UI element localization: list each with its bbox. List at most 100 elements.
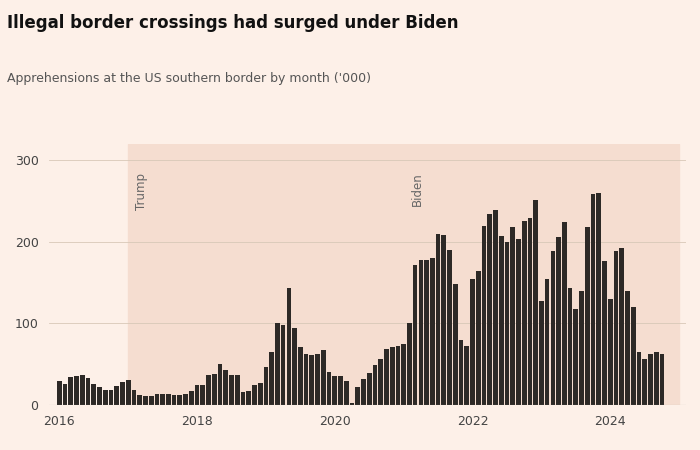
Bar — [321, 351, 326, 405]
Bar — [264, 367, 268, 405]
Bar — [315, 355, 320, 405]
Bar — [556, 237, 561, 405]
Bar — [453, 284, 458, 405]
Bar — [218, 364, 223, 405]
Bar — [573, 309, 578, 405]
Bar — [57, 381, 62, 405]
Bar — [361, 379, 366, 405]
Bar — [275, 324, 280, 405]
Bar — [155, 394, 159, 405]
Bar — [281, 325, 286, 405]
Bar — [401, 344, 406, 405]
Bar — [69, 377, 74, 405]
Bar — [286, 288, 291, 405]
Bar — [241, 392, 245, 405]
Bar — [356, 387, 360, 405]
Bar — [585, 227, 589, 405]
Bar — [568, 288, 573, 405]
Bar — [229, 375, 234, 405]
Bar — [126, 380, 130, 405]
Bar — [591, 194, 596, 405]
Bar — [447, 250, 452, 405]
Bar — [246, 391, 251, 405]
Bar — [258, 383, 262, 405]
Bar — [172, 395, 176, 405]
Bar — [293, 328, 297, 405]
Bar — [654, 352, 659, 405]
Bar — [522, 221, 526, 405]
Bar — [309, 355, 314, 405]
Bar — [298, 347, 302, 405]
Bar — [464, 346, 469, 405]
Bar — [631, 307, 636, 405]
Bar — [550, 251, 555, 405]
Bar — [487, 214, 492, 405]
Bar — [183, 394, 188, 405]
Bar — [395, 346, 400, 405]
Bar — [166, 394, 171, 405]
Bar — [143, 396, 148, 405]
Bar — [63, 384, 67, 405]
Bar — [636, 352, 641, 405]
Bar — [223, 370, 228, 405]
Bar — [625, 291, 630, 405]
Bar — [458, 340, 463, 405]
Bar — [596, 193, 601, 405]
Bar — [350, 403, 354, 405]
Bar — [602, 261, 607, 405]
Bar — [252, 385, 257, 405]
Bar — [189, 391, 194, 405]
Bar — [327, 373, 331, 405]
Bar — [338, 377, 343, 405]
Bar — [404, 144, 679, 405]
Bar — [270, 352, 274, 405]
Bar — [304, 355, 309, 405]
Text: Illegal border crossings had surged under Biden: Illegal border crossings had surged unde… — [7, 14, 458, 32]
Bar — [648, 355, 653, 405]
Text: Apprehensions at the US southern border by month ('000): Apprehensions at the US southern border … — [7, 72, 371, 85]
Bar — [510, 227, 515, 405]
Bar — [367, 373, 372, 405]
Bar — [114, 386, 119, 405]
Bar — [235, 375, 239, 405]
Bar — [80, 375, 85, 405]
Bar — [103, 390, 108, 405]
Bar — [378, 359, 383, 405]
Bar — [562, 222, 567, 405]
Bar — [85, 378, 90, 405]
Bar — [505, 242, 510, 405]
Bar — [435, 234, 440, 405]
Bar — [137, 395, 142, 405]
Bar — [407, 324, 412, 405]
Bar — [516, 239, 521, 405]
Bar — [149, 396, 153, 405]
Bar — [533, 200, 538, 405]
Bar — [470, 279, 475, 405]
Bar — [493, 210, 498, 405]
Bar — [476, 271, 481, 405]
Text: Trump: Trump — [135, 172, 148, 210]
Bar — [390, 347, 395, 405]
Bar — [643, 359, 647, 405]
Bar — [92, 384, 96, 405]
Bar — [132, 390, 136, 405]
Bar — [206, 375, 211, 405]
Bar — [430, 258, 435, 405]
Bar — [332, 377, 337, 405]
Bar — [195, 385, 200, 405]
Bar — [614, 251, 618, 405]
Bar — [97, 387, 102, 405]
Bar — [482, 225, 486, 405]
Bar — [200, 385, 205, 405]
Bar — [212, 374, 216, 405]
Bar — [528, 218, 532, 405]
Bar — [579, 291, 584, 405]
Bar — [372, 365, 377, 405]
Bar — [424, 260, 429, 405]
Bar — [659, 355, 664, 405]
Bar — [608, 299, 612, 405]
Bar — [344, 381, 349, 405]
Bar — [74, 376, 79, 405]
Bar — [160, 394, 165, 405]
Bar — [419, 260, 423, 405]
